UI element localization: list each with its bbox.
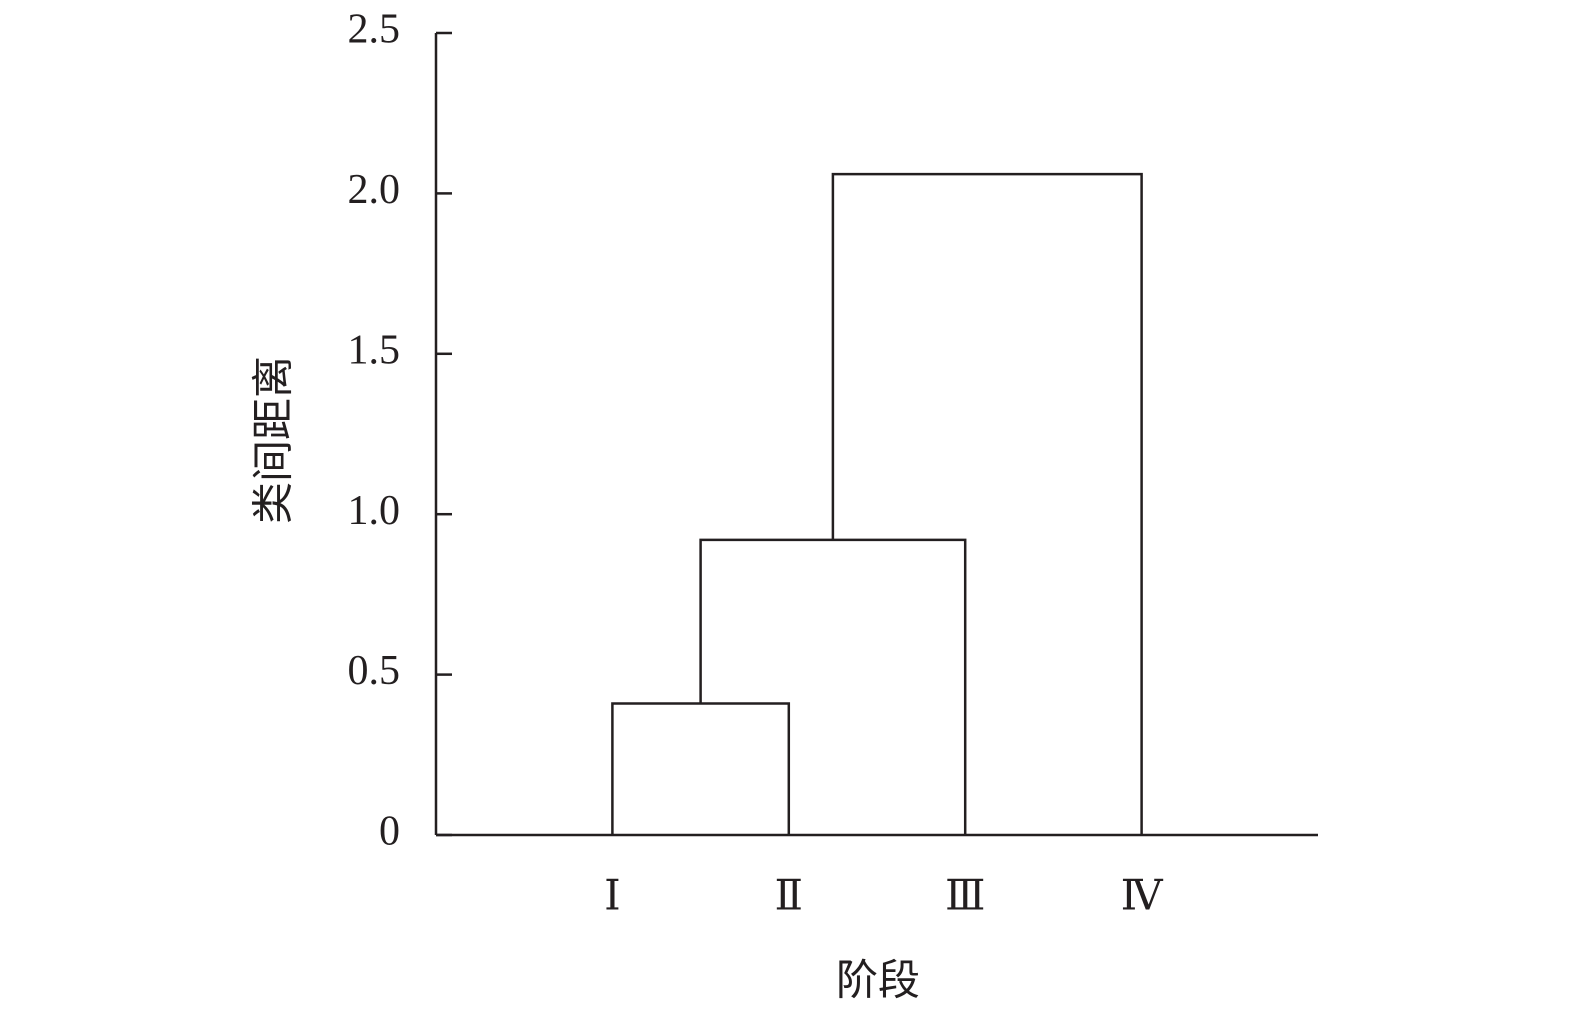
y-tick-label: 1.0: [348, 488, 401, 534]
dendrogram-link: [611, 702, 791, 835]
y-axis-label: 类间距离: [251, 356, 298, 524]
y-tick-label: 0.5: [348, 648, 401, 694]
dendrogram-link: [699, 538, 967, 835]
x-tick-label: Ⅲ: [945, 874, 986, 920]
dendrogram-link: [831, 172, 1143, 835]
y-tick-label: 1.5: [348, 327, 401, 373]
y-tick-label: 0: [379, 809, 400, 855]
x-axis-label: 阶段: [836, 959, 920, 1005]
y-tick-label: 2.5: [348, 7, 401, 53]
x-tick-label: Ⅱ: [775, 874, 804, 920]
y-tick-label: 2.0: [348, 167, 401, 213]
x-tick-label: Ⅳ: [1121, 874, 1164, 920]
x-tick-label: Ⅰ: [604, 874, 621, 920]
